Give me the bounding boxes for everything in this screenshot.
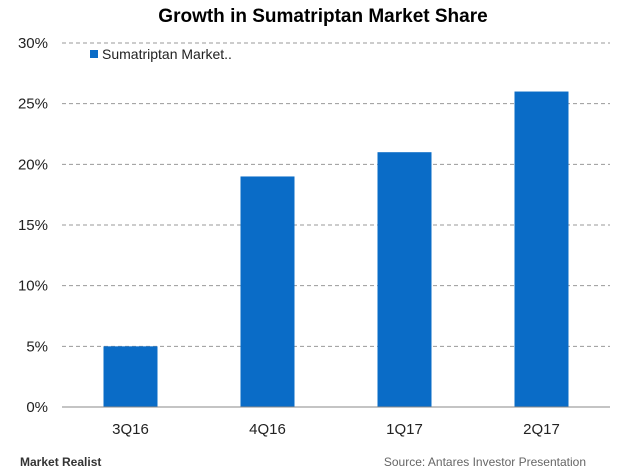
x-tick-label: 3Q16 <box>112 421 149 438</box>
y-tick-label: 30% <box>18 35 48 52</box>
y-tick-label: 20% <box>18 156 48 173</box>
chart-title: Growth in Sumatriptan Market Share <box>158 6 487 27</box>
bars <box>103 91 569 408</box>
y-tick-label: 25% <box>18 96 48 113</box>
y-tick-label: 0% <box>26 399 48 416</box>
x-tick-label: 4Q16 <box>249 421 286 438</box>
legend: Sumatriptan Market.. <box>90 46 232 62</box>
brand-logo: Market Realist <box>20 455 101 469</box>
y-tick-label: 15% <box>18 217 48 234</box>
x-tick-label: 1Q17 <box>386 421 423 438</box>
x-axis: 3Q16 4Q16 1Q17 2Q17 <box>112 421 560 438</box>
brand-text: Market Realist <box>20 455 101 469</box>
x-tick-label: 2Q17 <box>523 421 560 438</box>
y-axis: 0% 5% 10% 15% 20% 25% 30% <box>18 35 48 416</box>
source-note: Source: Antares Investor Presentation <box>384 455 586 469</box>
legend-label: Sumatriptan Market.. <box>102 46 232 62</box>
bar-1q17 <box>377 152 432 407</box>
bar-3q16 <box>103 346 158 407</box>
y-tick-label: 5% <box>26 338 48 355</box>
bar-2q17 <box>514 91 569 408</box>
legend-swatch <box>90 50 98 58</box>
y-tick-label: 10% <box>18 278 48 295</box>
bar-4q16 <box>240 176 295 407</box>
